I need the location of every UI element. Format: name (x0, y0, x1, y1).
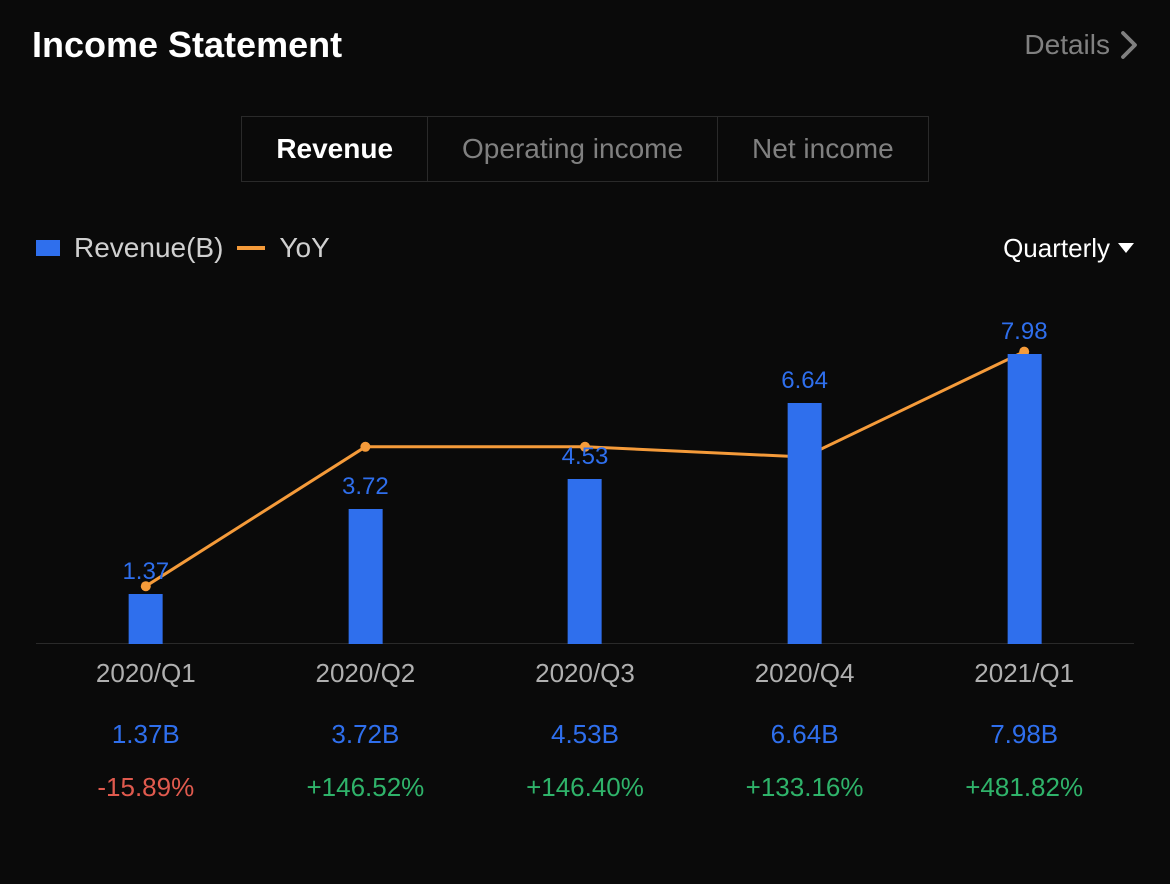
caret-down-icon (1118, 243, 1134, 253)
bar-value-label: 1.37 (122, 558, 169, 586)
bar (568, 479, 602, 644)
bar-group: 3.72 (342, 473, 389, 644)
bar-value-label: 3.72 (342, 473, 389, 501)
chart: 1.37 3.72 4.53 6.64 7.98 (36, 304, 1134, 644)
value-bottom-label: 3.72B (256, 719, 476, 750)
xaxis-label: 2020/Q3 (475, 658, 695, 689)
value-bottom-label: 7.98B (914, 719, 1134, 750)
page-title: Income Statement (32, 24, 342, 66)
period-label: Quarterly (1003, 233, 1110, 264)
value-bottom-label: 1.37B (36, 719, 256, 750)
bar-value-label: 4.53 (562, 443, 609, 471)
yoy-label: -15.89% (36, 772, 256, 803)
bar-group: 6.64 (781, 367, 828, 644)
yoy-label: +133.16% (695, 772, 915, 803)
bar-group: 1.37 (122, 558, 169, 644)
xaxis-label: 2020/Q1 (36, 658, 256, 689)
yoy-label: +146.40% (475, 772, 695, 803)
xaxis-label: 2020/Q4 (695, 658, 915, 689)
bar (1007, 354, 1041, 644)
yoy-label: +481.82% (914, 772, 1134, 803)
bar-group: 4.53 (562, 443, 609, 644)
bar (129, 594, 163, 644)
value-row: 1.37B3.72B4.53B6.64B7.98B (36, 719, 1134, 750)
period-select[interactable]: Quarterly (1003, 233, 1134, 264)
bar (788, 403, 822, 644)
tab-revenue[interactable]: Revenue (242, 117, 428, 181)
xaxis-label: 2020/Q2 (256, 658, 476, 689)
legend-line-label: YoY (279, 232, 329, 264)
xaxis: 2020/Q12020/Q22020/Q32020/Q42021/Q1 (36, 658, 1134, 689)
bar-value-label: 7.98 (1001, 318, 1048, 346)
xaxis-label: 2021/Q1 (914, 658, 1134, 689)
details-link[interactable]: Details (1024, 29, 1138, 61)
yoy-row: -15.89%+146.52%+146.40%+133.16%+481.82% (36, 772, 1134, 803)
bar-value-label: 6.64 (781, 367, 828, 395)
legend-bar-swatch (36, 240, 60, 256)
bar (348, 509, 382, 644)
yoy-label: +146.52% (256, 772, 476, 803)
tab-net-income[interactable]: Net income (718, 117, 928, 181)
legend-line-swatch (237, 246, 265, 250)
bar-group: 7.98 (1001, 318, 1048, 644)
details-label: Details (1024, 29, 1110, 61)
tab-operating-income[interactable]: Operating income (428, 117, 718, 181)
tabs: RevenueOperating incomeNet income (241, 116, 928, 182)
legend-bar-label: Revenue(B) (74, 232, 223, 264)
value-bottom-label: 6.64B (695, 719, 915, 750)
value-bottom-label: 4.53B (475, 719, 695, 750)
chevron-right-icon (1120, 30, 1138, 60)
chart-legend: Revenue(B) YoY (36, 232, 330, 264)
